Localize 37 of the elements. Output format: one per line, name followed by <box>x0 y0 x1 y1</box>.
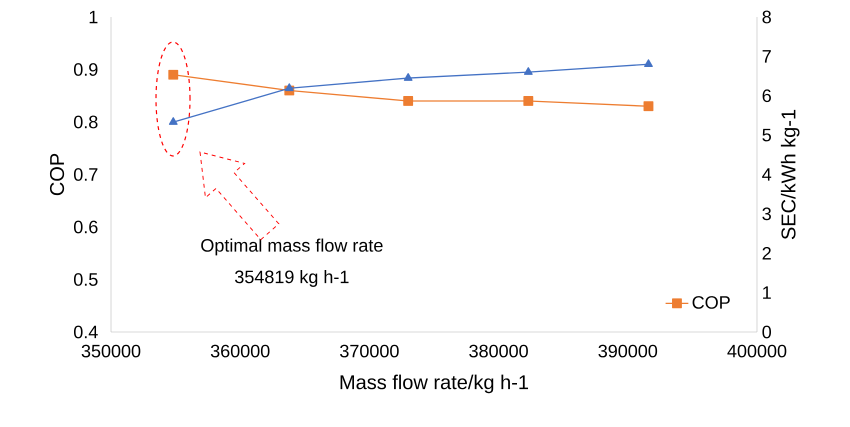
y-tick-label: 1 <box>90 10 98 24</box>
y-tick-label: 0.8 <box>74 116 98 128</box>
point <box>644 101 654 112</box>
x-tick-label: 390000 <box>598 344 658 358</box>
legend-label: COP <box>692 296 730 309</box>
y2-tick-label: 1 <box>763 286 771 299</box>
annotation: Optimal mass flow rate <box>201 238 383 256</box>
y2-tick-label: 3 <box>762 207 771 220</box>
annotation: 354819 kg h-1 <box>235 270 349 287</box>
point <box>284 83 294 92</box>
y-tick-label: 0.9 <box>74 63 98 76</box>
point <box>403 96 414 106</box>
x-tick-label: 360000 <box>210 344 270 358</box>
x-tick-label: 380000 <box>469 344 528 358</box>
y2-tick-label: 0 <box>762 326 772 338</box>
x-tick-label: 400000 <box>727 344 786 358</box>
point <box>168 117 178 125</box>
point <box>523 96 534 106</box>
point <box>404 73 413 81</box>
y-tick-label: 0.5 <box>74 273 98 286</box>
point <box>644 59 653 68</box>
y2-axis-title: SEC/kWh kg-1 <box>780 110 800 240</box>
y2-tick-label: 4 <box>762 168 772 181</box>
y-tick-label: 0.7 <box>74 168 98 181</box>
y2-tick-label: 6 <box>762 89 771 102</box>
y-tick-label: 0.6 <box>74 220 98 234</box>
point <box>524 67 533 75</box>
point <box>168 70 178 80</box>
x-tick-label: 350000 <box>82 344 140 358</box>
x-axis-title: Mass flow rate/kg h-1 <box>340 374 528 394</box>
y2-tick-label: 5 <box>762 128 771 142</box>
y2-tick-label: 7 <box>762 50 771 63</box>
y-tick-label: 0.4 <box>74 326 98 338</box>
x-tick-label: 370000 <box>340 344 399 358</box>
y-axis-title: COP <box>50 154 64 196</box>
y2-tick-label: 2 <box>762 246 771 260</box>
y2-tick-label: 8 <box>762 10 771 24</box>
